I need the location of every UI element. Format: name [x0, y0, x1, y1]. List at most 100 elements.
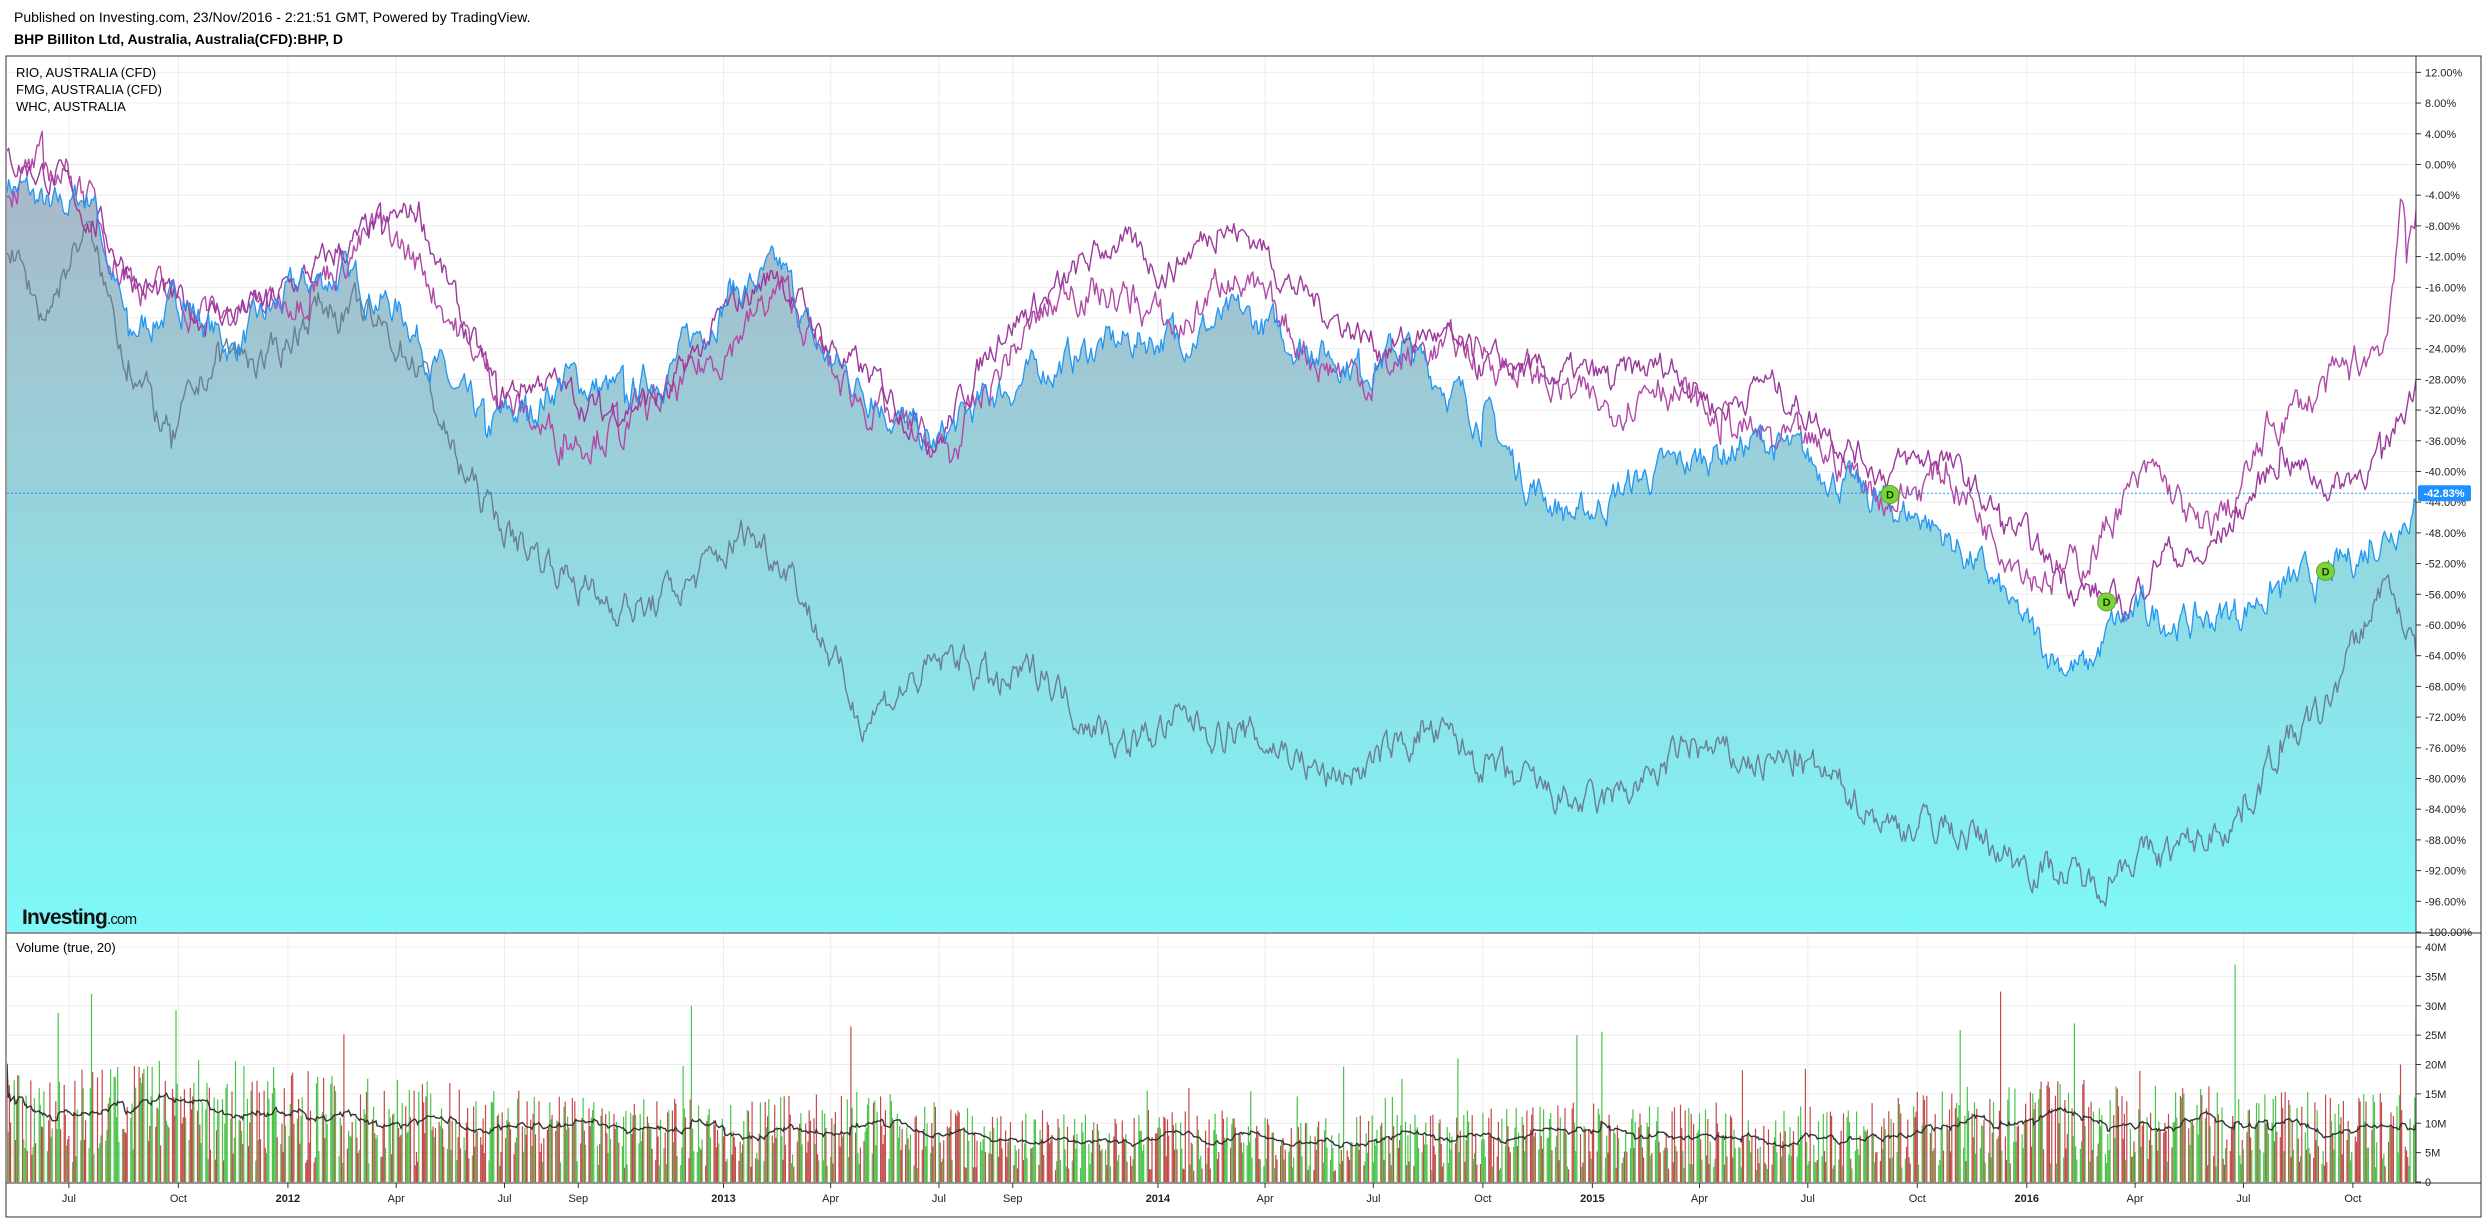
volume-bar	[1904, 1158, 1906, 1182]
volume-bar	[1825, 1161, 1827, 1182]
volume-bar	[2115, 1086, 2117, 1182]
volume-bar	[1181, 1148, 1183, 1182]
volume-bar	[550, 1119, 552, 1182]
volume-bar	[2288, 1100, 2290, 1182]
volume-tick-label: 40M	[2425, 942, 2446, 954]
volume-bar	[121, 1129, 124, 1182]
volume-bar	[546, 1129, 548, 1182]
volume-bar	[1025, 1113, 1027, 1182]
y-tick-label: -60.00%	[2425, 620, 2466, 632]
volume-bar	[833, 1124, 835, 1182]
volume-bar	[1598, 1114, 1601, 1182]
volume-bar	[1539, 1106, 1541, 1182]
volume-bar	[1443, 1162, 1445, 1182]
volume-bar	[738, 1160, 740, 1182]
volume-bar	[231, 1091, 233, 1182]
volume-bar	[1071, 1160, 1073, 1182]
volume-bar	[884, 1109, 886, 1182]
volume-bar	[1516, 1146, 1518, 1182]
volume-bar	[1339, 1163, 1341, 1182]
volume-bar	[1176, 1149, 1178, 1182]
volume-bar	[1331, 1135, 1333, 1182]
volume-bar	[1340, 1149, 1342, 1182]
last-value-label: -42.83%	[2424, 488, 2465, 500]
volume-bar	[2247, 1110, 2249, 1182]
dividend-marker-label: D	[2103, 597, 2111, 609]
volume-bar	[1306, 1122, 1308, 1182]
volume-bar	[1759, 1146, 1761, 1182]
volume-bar	[880, 1096, 882, 1182]
y-tick-label: -52.00%	[2425, 559, 2466, 571]
volume-bar	[1882, 1148, 1884, 1182]
volume-bar	[1118, 1154, 1120, 1182]
volume-bar	[2258, 1103, 2260, 1182]
volume-bar	[1114, 1118, 1116, 1182]
volume-bar	[2032, 1093, 2034, 1182]
volume-bar	[426, 1081, 428, 1182]
volume-bar	[1606, 1135, 1608, 1182]
volume-bar	[2333, 1149, 2335, 1182]
volume-bar	[1165, 1156, 1167, 1182]
volume-bar	[1116, 1160, 1119, 1182]
volume-bar	[672, 1142, 675, 1182]
volume-bar	[74, 1080, 76, 1182]
volume-bar	[474, 1146, 476, 1182]
volume-bar	[526, 1101, 528, 1182]
dividend-marker[interactable]: D	[2097, 592, 2117, 612]
volume-bar	[768, 1099, 770, 1182]
volume-bar	[2142, 1121, 2145, 1182]
dividend-marker[interactable]: D	[2316, 561, 2336, 581]
volume-bar	[2305, 1149, 2308, 1182]
volume-bar	[1807, 1165, 1809, 1182]
volume-bar	[2088, 1107, 2090, 1182]
volume-bar	[80, 1140, 82, 1182]
y-tick-label: -28.00%	[2425, 374, 2466, 386]
volume-bar	[1779, 1132, 1781, 1182]
volume-bar	[575, 1118, 577, 1182]
volume-bar	[1208, 1119, 1210, 1182]
volume-bar	[956, 1115, 958, 1182]
volume-bar	[1000, 1116, 1002, 1182]
volume-bar	[1957, 1117, 1959, 1182]
volume-bar	[1541, 1148, 1543, 1182]
volume-bar	[680, 1165, 682, 1182]
volume-bar	[390, 1154, 393, 1182]
volume-bar	[940, 1162, 942, 1182]
volume-bar	[318, 1151, 320, 1182]
volume-bar	[2359, 1101, 2361, 1182]
volume-bar	[2383, 1153, 2385, 1182]
volume-bar	[1065, 1166, 1067, 1182]
volume-bar	[1971, 1113, 1973, 1182]
volume-bar	[1573, 1122, 1576, 1182]
volume-bar	[2391, 1126, 2393, 1182]
volume-bar	[2215, 1166, 2217, 1182]
volume-bar	[65, 1145, 68, 1182]
volume-bar	[1124, 1139, 1126, 1182]
volume-bar	[1864, 1130, 1866, 1182]
dividend-marker[interactable]: D	[1880, 485, 1900, 504]
y-tick-label: 4.00%	[2425, 129, 2456, 141]
volume-bar	[725, 1161, 727, 1182]
volume-bar	[1304, 1123, 1307, 1182]
volume-bar	[2004, 1136, 2006, 1182]
volume-bar	[1921, 1125, 1923, 1182]
volume-bar	[90, 994, 93, 1182]
volume-bar	[564, 1101, 566, 1182]
volume-bar	[2279, 1137, 2281, 1182]
volume-bar	[1280, 1145, 1282, 1182]
volume-bar	[1898, 1104, 1901, 1182]
volume-bar	[1747, 1120, 1749, 1182]
volume-bar	[2354, 1136, 2356, 1182]
volume-bar	[375, 1138, 377, 1182]
volume-bar	[49, 1082, 51, 1182]
y-tick-label: -72.00%	[2425, 712, 2466, 724]
volume-bar	[1509, 1152, 1511, 1182]
volume-bar	[1698, 1113, 1701, 1182]
volume-bar	[32, 1146, 34, 1182]
volume-bar	[2133, 1141, 2135, 1182]
volume-tick-label: 30M	[2425, 1001, 2446, 1013]
volume-bar	[1591, 1129, 1593, 1182]
volume-bar	[1965, 1161, 1967, 1182]
volume-bar	[1281, 1139, 1283, 1182]
